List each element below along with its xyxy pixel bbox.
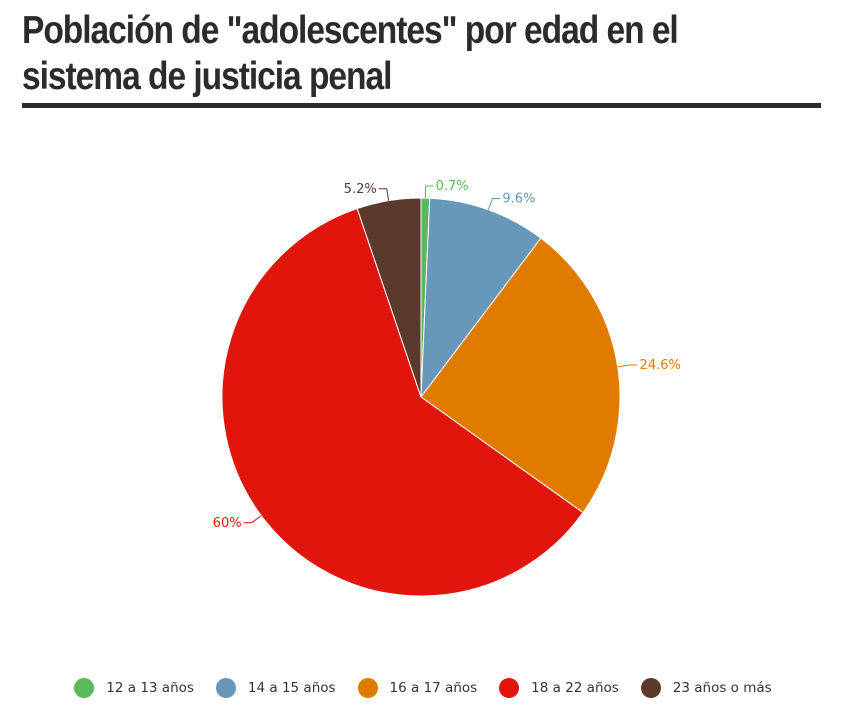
data-label-12-a-13-a-os: 0.7%: [436, 179, 469, 194]
pie-chart: 0.7% 9.6% 24.6% 60% 5.2%: [213, 179, 681, 597]
chart-title: Población de "adolescentes" por edad en …: [22, 9, 679, 98]
legend-swatch: [215, 678, 236, 698]
legend-item-14-a-15-a-os[interactable]: 14 a 15 años: [215, 678, 336, 698]
data-label-connector: [617, 364, 638, 368]
legend-swatch: [499, 678, 520, 698]
data-label-14-a-15-a-os: 9.6%: [502, 191, 535, 206]
legend-swatch: [640, 678, 661, 698]
legend-swatch: [357, 678, 378, 698]
pie-slice-14-a-15-a-os[interactable]: [420, 197, 542, 399]
data-label-connector: [424, 185, 434, 199]
data-label-connector: [487, 197, 501, 210]
pie-slice-23-a-os-o-m-s[interactable]: [356, 197, 422, 398]
legend-item-18-a-22-a-os[interactable]: 18 a 22 años: [499, 678, 619, 698]
legend-item-16-a-17-a-os[interactable]: 16 a 17 años: [357, 678, 478, 698]
legend-item-12-a-13-a-os[interactable]: 12 a 13 años: [74, 678, 194, 698]
data-label-connector: [378, 188, 390, 201]
data-label-18-a-22-a-os: 60%: [213, 516, 242, 531]
legend-label: 12 a 13 años: [106, 680, 194, 696]
title-rule: [22, 103, 821, 108]
legend-label: 18 a 22 años: [531, 680, 619, 696]
data-label-16-a-17-a-os: 24.6%: [640, 358, 681, 373]
data-label-connector: [243, 515, 262, 524]
legend-label: 16 a 17 años: [389, 680, 478, 696]
legend-swatch: [74, 678, 95, 698]
legend-label: 14 a 15 años: [247, 680, 336, 696]
data-label-23-a-os-o-m-s: 5.2%: [344, 182, 377, 197]
legend: 12 a 13 años 14 a 15 años 16 a 17 años 18 a…: [0, 676, 846, 700]
legend-item-23-a-os-o-m-s[interactable]: 23 años o más: [640, 678, 772, 698]
pie-slice-16-a-17-a-os[interactable]: [420, 237, 621, 514]
legend-label: 23 años o más: [672, 680, 772, 696]
